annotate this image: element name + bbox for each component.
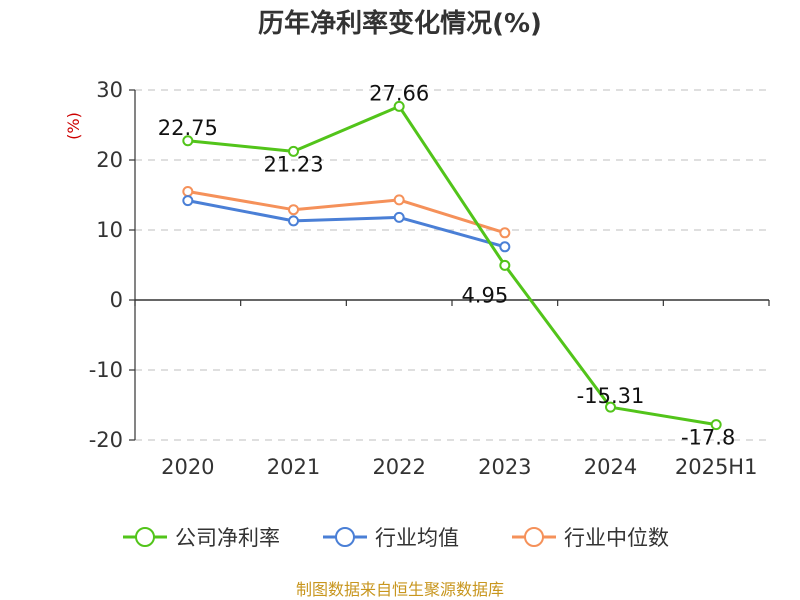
series-1	[182, 195, 511, 253]
y-tick-label: 30	[96, 78, 123, 102]
source-note: 制图数据来自恒生聚源数据库	[296, 580, 504, 599]
y-tick-label: 10	[96, 218, 123, 242]
data-point	[393, 100, 405, 112]
data-label: -15.31	[577, 384, 645, 408]
legend-label: 行业均值	[375, 526, 459, 550]
series-line	[186, 104, 718, 427]
chart-title: 历年净利率变化情况(%)	[258, 8, 542, 39]
axes: 30 20 10 0 -10 -20 2020 2021 2022 2023 2024 2025H1	[89, 78, 770, 479]
data-point	[499, 241, 511, 253]
x-tick-label: 2025H1	[675, 455, 758, 479]
data-label: 21.23	[263, 152, 323, 176]
data-label: 4.95	[461, 283, 508, 307]
legend-item[interactable]: 行业均值	[323, 526, 459, 550]
x-tick-label: 2022	[372, 455, 425, 479]
x-tick-label: 2021	[267, 455, 320, 479]
legend-item[interactable]: 行业中位数	[512, 526, 669, 550]
legend-marker-icon	[524, 527, 544, 547]
y-tick-label: -20	[89, 428, 123, 452]
series-2	[182, 186, 511, 239]
data-label: 22.75	[158, 116, 218, 140]
data-label: -17.8	[681, 426, 735, 450]
y-axis-unit-label: (%)	[64, 112, 83, 140]
data-point	[499, 227, 511, 239]
gridlines	[135, 89, 769, 441]
data-point	[182, 135, 194, 147]
x-tick-label: 2020	[161, 455, 214, 479]
data-label: 27.66	[369, 81, 429, 105]
data-point	[288, 215, 299, 227]
y-tick-label: 20	[96, 148, 123, 172]
data-point	[710, 419, 722, 431]
data-point	[393, 194, 405, 206]
data-point	[605, 401, 616, 413]
data-point	[393, 211, 405, 223]
x-tick-label: 2024	[584, 455, 637, 479]
legend[interactable]: 公司净利率 行业均值 行业中位数	[123, 526, 669, 550]
data-labels: 22.75 21.23 27.66 4.95 -15.31 -17.8	[158, 81, 736, 449]
data-point	[288, 204, 299, 216]
legend-marker-icon	[135, 527, 155, 547]
data-point	[182, 186, 194, 197]
x-tick-label: 2023	[478, 455, 531, 479]
y-tick-label: 0	[110, 288, 123, 312]
legend-label: 公司净利率	[175, 526, 280, 550]
data-point	[182, 195, 194, 207]
series-line	[186, 199, 507, 249]
data-point	[288, 145, 299, 157]
legend-marker-icon	[335, 527, 355, 547]
series-0	[182, 100, 722, 431]
data-point	[499, 259, 511, 271]
series-lines	[182, 100, 722, 431]
y-tick-label: -10	[89, 358, 123, 382]
legend-item[interactable]: 公司净利率	[123, 526, 280, 550]
legend-label: 行业中位数	[564, 526, 669, 550]
series-line	[186, 190, 507, 235]
